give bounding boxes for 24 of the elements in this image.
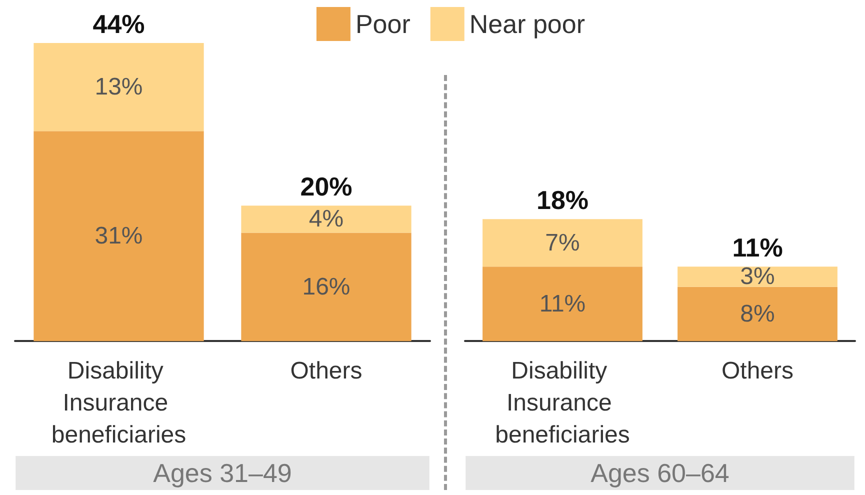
x-axis-title: Ages 60–64 (590, 458, 730, 488)
data-label: 7% (545, 229, 580, 256)
data-label: 13% (94, 74, 143, 101)
x-tick-label: Disability Insurance beneficiaries (495, 358, 630, 449)
legend-label: Near poor (469, 9, 586, 39)
data-label: 4% (308, 206, 344, 233)
total-label: 18% (536, 185, 589, 216)
legend-label: Poor (355, 9, 411, 39)
x-tick-label: Others (721, 358, 794, 385)
data-label: 11% (539, 290, 586, 318)
x-tick-label: Others (290, 358, 362, 385)
total-label: 11% (732, 232, 783, 263)
bar (241, 206, 412, 233)
data-label: 3% (740, 263, 775, 290)
bar (241, 232, 412, 342)
data-label: 8% (740, 300, 775, 328)
bar (34, 131, 204, 342)
x-axis-title: Ages 31–49 (153, 458, 292, 488)
x-tick-label: Disability Insurance beneficiaries (51, 358, 186, 449)
total-label: 44% (92, 9, 145, 39)
data-label: 16% (302, 273, 350, 300)
total-label: 20% (300, 172, 352, 202)
data-label: 31% (94, 222, 143, 250)
bar (34, 43, 204, 132)
